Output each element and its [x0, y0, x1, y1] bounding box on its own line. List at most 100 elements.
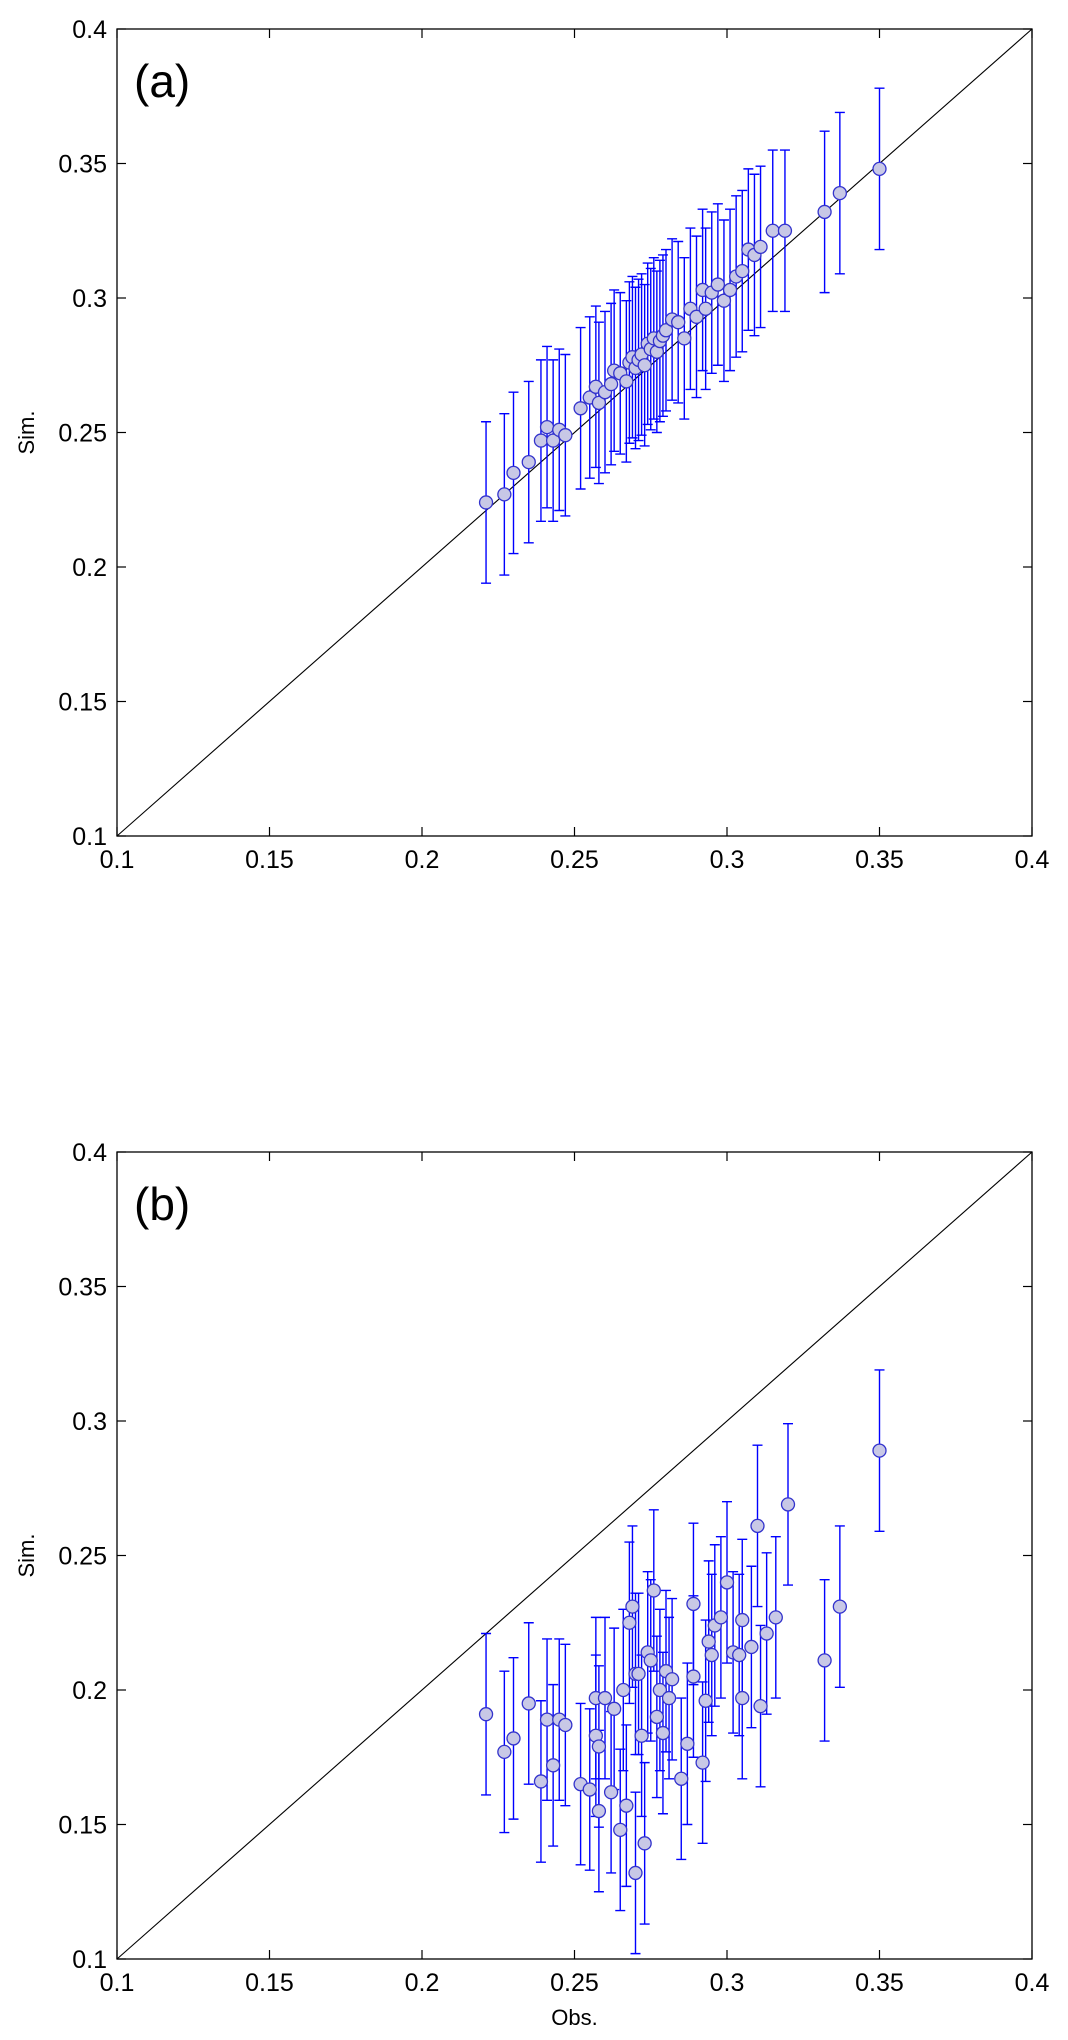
panel-b-ytick-label: 0.2: [72, 1677, 107, 1705]
panel-a-points: [478, 161, 887, 510]
panel-a-xtick-label: 0.25: [550, 846, 599, 874]
panel-b-data-point: [664, 1672, 680, 1687]
panel-b-data-point: [506, 1731, 521, 1746]
panel-a-data-point: [765, 223, 780, 238]
panel-b-data-point: [735, 1690, 750, 1706]
panel-b-xlabel: Obs.: [551, 2005, 597, 2030]
panel-a-data-point: [539, 419, 555, 435]
panel-a-data-point: [753, 239, 768, 255]
panel-b-data-point: [613, 1822, 628, 1838]
panel-b-data-point: [649, 1709, 664, 1725]
panel-b-ytick-label: 0.3: [72, 1408, 107, 1436]
panel-b-data-point: [768, 1610, 783, 1625]
panel-b-xtick-label: 0.15: [245, 1969, 294, 1997]
panel-b-ylabel: Sim.: [14, 1534, 39, 1578]
panel-b-ytick-label: 0.4: [72, 1139, 107, 1167]
panel-b-data-point: [832, 1599, 847, 1614]
panel-b-data-point: [698, 1693, 713, 1708]
panel-a-ylabel: Sim.: [14, 411, 39, 455]
panel-a-xtick-label: 0.15: [245, 846, 294, 874]
panel-b-data-point: [686, 1669, 701, 1684]
panel-a-xtick-label: 0.35: [855, 846, 904, 874]
panel-b-data-point: [661, 1690, 677, 1706]
panel-b-data-point: [591, 1803, 607, 1819]
panel-b-ticks: 0.10.1 0.15 0.15 0.2 0.2 0.25 0.25 0.3 0.3 0.35 0.…: [58, 1139, 1049, 1997]
panel-b-data-point: [652, 1682, 668, 1698]
panel-b-data-point: [704, 1647, 719, 1663]
panel-a-data-point: [671, 315, 686, 330]
panel-b-data-point: [759, 1626, 774, 1641]
panel-b-data-point: [646, 1583, 661, 1598]
panel-b-xtick-label: 0.35: [855, 1969, 904, 1997]
panel-a-data-point: [689, 309, 704, 324]
panel-b-xtick-label: 0.1: [100, 1969, 135, 1997]
panel-a-xtick-label: 0.3: [710, 846, 745, 874]
panel-a-xtick-label: 0.2: [405, 846, 440, 874]
panel-a-data-point: [777, 223, 793, 238]
panel-a-data-point: [637, 358, 652, 373]
panel-a-data-point: [619, 374, 634, 389]
panel-b-data-point: [521, 1696, 536, 1711]
panel-a-ytick-label: 0.2: [72, 554, 107, 582]
panel-b-identity-layer: [116, 1151, 1033, 1960]
panel-b-data-point: [619, 1798, 634, 1813]
panel-b-data-point: [780, 1497, 796, 1512]
panel-a-data-point: [698, 301, 713, 316]
panel-a-data-point: [478, 495, 494, 510]
panel-b-data-point: [628, 1865, 643, 1881]
panel-b-data-point: [686, 1596, 701, 1612]
panel-b-data-point: [597, 1690, 613, 1706]
panel-a-ytick-label: 0.1: [72, 823, 107, 851]
panel-b-data-point: [744, 1639, 759, 1655]
panel-a-data-point: [546, 433, 561, 448]
panel-a-data-point: [497, 487, 512, 502]
panel-b-data-point: [622, 1615, 637, 1630]
panel-a-data-point: [677, 331, 692, 346]
panel-a-ytick-label: 0.25: [58, 420, 107, 448]
panel-b-data-point: [817, 1653, 832, 1668]
panel-a-data-point: [735, 263, 750, 279]
panel-b-data-point: [753, 1698, 768, 1714]
panel-b-data-point: [735, 1612, 750, 1628]
panel-a-ticks: 0.10.1 0.15 0.15 0.2 0.2 0.25 0.25 0.3 0.3 0.35 0.…: [58, 16, 1049, 874]
panel-b-data-point: [616, 1682, 631, 1698]
panel-b-data-point: [539, 1712, 555, 1727]
panel-b-data-point: [478, 1707, 494, 1722]
panel-a-ytick-label: 0.35: [58, 151, 107, 179]
panel-a-xtick-label: 0.4: [1015, 846, 1050, 874]
panel-b-data-point: [750, 1518, 765, 1534]
panel-a-data-point: [832, 185, 847, 201]
panel-b-data-point: [603, 1785, 619, 1800]
panel-a-data-point: [591, 395, 607, 411]
panel-a-ytick-label: 0.4: [72, 16, 107, 44]
panel-b-identity-line: [116, 1151, 1033, 1960]
panel-b-ytick-label: 0.25: [58, 1543, 107, 1571]
panel-b-xtick-label: 0.25: [550, 1969, 599, 1997]
panel-a-data-point: [710, 277, 725, 292]
panel-b-ytick-label: 0.35: [58, 1274, 107, 1302]
panel-b-ytick-label: 0.1: [72, 1946, 107, 1974]
panel-a-data-point: [716, 293, 732, 308]
panel-b-points: [478, 1443, 887, 1881]
panel-b-data-point: [631, 1666, 646, 1682]
panel-a-data-point: [658, 323, 674, 338]
panel-a-xtick-label: 0.1: [100, 846, 135, 874]
panel-a-data-point: [573, 401, 588, 416]
panel-a-data-point: [872, 161, 887, 177]
panel-b-xtick-label: 0.4: [1015, 1969, 1050, 1997]
panel-a-data-point: [533, 433, 549, 448]
panel-b-xtick-label: 0.3: [710, 1969, 745, 1997]
panel-b-data-point: [872, 1443, 887, 1458]
panel-a-label: (a): [134, 55, 190, 107]
panel-b-data-point: [607, 1701, 622, 1716]
panel-b-data-point: [680, 1736, 695, 1751]
panel-b-xtick-label: 0.2: [405, 1969, 440, 1997]
panel-b-label: (b): [134, 1178, 190, 1230]
panel-b-data-point: [625, 1599, 640, 1614]
panel-b-data-point: [719, 1575, 735, 1590]
panel-b-data-point: [701, 1634, 716, 1649]
panel-a-ytick-label: 0.15: [58, 689, 107, 717]
panel-b-data-point: [533, 1774, 549, 1789]
